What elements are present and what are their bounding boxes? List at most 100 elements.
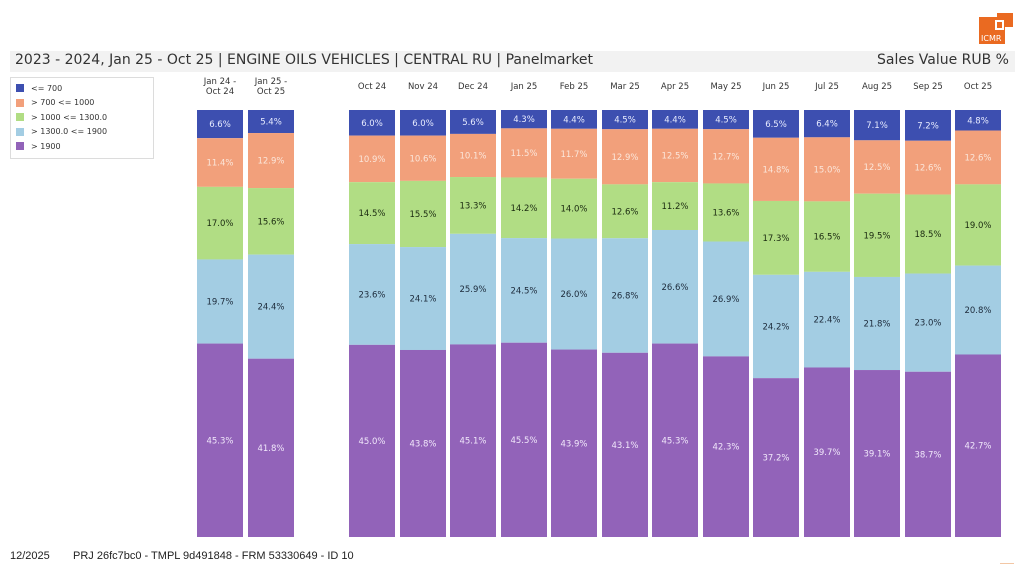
bar-segment — [349, 135, 395, 183]
legend-swatch — [16, 84, 24, 92]
legend-item: > 1000 <= 1300.0 — [16, 111, 107, 123]
bar-segment — [248, 133, 294, 189]
data-label: 4.4% — [664, 115, 686, 125]
bar-segment — [349, 110, 395, 136]
bar-segment — [551, 178, 597, 239]
bar-segment — [501, 128, 547, 178]
data-label: 23.0% — [914, 319, 941, 329]
data-label: 12.6% — [914, 164, 941, 174]
bar-segment — [854, 193, 900, 277]
data-label: 15.6% — [257, 217, 284, 227]
bar-segment — [753, 110, 799, 138]
data-label: 12.9% — [611, 153, 638, 163]
legend-swatch — [16, 127, 24, 136]
bar-segment — [804, 137, 850, 202]
bar-segment — [753, 274, 799, 379]
bar-segment — [450, 177, 496, 234]
bar-segment — [703, 241, 749, 357]
x-tick-label: Apr 25 — [661, 82, 689, 92]
legend-label: > 1300.0 <= 1900 — [31, 127, 108, 136]
data-label: 18.5% — [914, 230, 941, 240]
bar-segment — [551, 238, 597, 350]
bar-segment — [551, 110, 597, 129]
data-label: 43.8% — [409, 439, 436, 449]
data-label: 24.1% — [409, 295, 436, 305]
bar-segment — [197, 186, 243, 260]
bar-segment — [400, 135, 446, 181]
bar-segment — [602, 184, 648, 239]
data-label: 17.0% — [206, 219, 233, 229]
bar-segment — [501, 238, 547, 343]
data-label: 12.9% — [257, 157, 284, 167]
bar-segment — [652, 343, 698, 537]
bar-segment — [703, 129, 749, 184]
bar-segment — [602, 352, 648, 537]
legend-label: > 700 <= 1000 — [31, 98, 95, 107]
title-bar: 2023 - 2024, Jan 25 - Oct 25 | ENGINE OI… — [10, 51, 1015, 72]
bar-segment — [804, 201, 850, 272]
bar-segment — [703, 110, 749, 130]
bar-segment — [955, 354, 1001, 537]
footer-mark — [1000, 563, 1014, 564]
bar-segment — [400, 247, 446, 350]
data-label: 24.5% — [510, 286, 537, 296]
measure-label: Sales Value RUB % — [877, 52, 1009, 68]
bar-segment — [753, 200, 799, 275]
bar-segment — [602, 129, 648, 185]
data-label: 11.5% — [510, 149, 537, 159]
bar-segment — [804, 110, 850, 138]
bar-segment — [450, 344, 496, 537]
data-label: 15.5% — [409, 210, 436, 220]
x-tick-label: Jul 25 — [814, 82, 839, 92]
bar-segment — [400, 349, 446, 537]
x-tick-label: Aug 25 — [862, 82, 892, 92]
bar-segment — [400, 180, 446, 248]
data-label: 11.7% — [560, 150, 587, 160]
data-label: 6.5% — [765, 120, 787, 130]
bar-segment — [501, 342, 547, 537]
bar-segment — [804, 367, 850, 537]
data-label: 38.7% — [914, 450, 941, 460]
data-label: 26.8% — [611, 292, 638, 302]
bar-segment — [854, 276, 900, 371]
bar-segment — [652, 110, 698, 129]
bar-segment — [349, 344, 395, 537]
x-tick-label: Oct 25 — [964, 82, 992, 92]
data-label: 24.2% — [762, 322, 789, 332]
icmr-logo: ICMR — [979, 13, 1013, 44]
bar-segment — [400, 110, 446, 136]
data-label: 42.3% — [712, 443, 739, 453]
bar-segment — [905, 273, 951, 372]
legend-label: <= 700 — [31, 83, 63, 93]
bar-segment — [652, 229, 698, 344]
bar-segment — [955, 130, 1001, 185]
data-label: 13.6% — [712, 208, 739, 218]
data-label: 14.0% — [560, 205, 587, 215]
data-label: 39.1% — [863, 450, 890, 460]
bar-segment — [955, 110, 1001, 131]
bar-segment — [652, 128, 698, 183]
bar-segment — [854, 110, 900, 141]
data-label: 45.3% — [206, 436, 233, 446]
data-label: 19.0% — [964, 221, 991, 231]
bar-segment — [854, 370, 900, 537]
data-label: 25.9% — [459, 285, 486, 295]
data-label: 14.2% — [510, 204, 537, 214]
x-tick-label: Jan 25 -Oct 25 — [254, 77, 287, 97]
bar-segment — [854, 140, 900, 194]
data-label: 41.8% — [257, 444, 284, 454]
data-label: 24.4% — [257, 303, 284, 313]
data-label: 43.1% — [611, 441, 638, 451]
x-tick-label: Oct 24 — [358, 82, 386, 92]
data-label: 6.0% — [361, 119, 383, 129]
bar-segment — [753, 137, 799, 201]
data-label: 45.1% — [459, 437, 486, 447]
bar-segment — [349, 182, 395, 245]
bar-segment — [905, 371, 951, 537]
data-label: 22.4% — [813, 316, 840, 326]
legend-swatch — [16, 98, 24, 107]
data-label: 10.9% — [358, 155, 385, 165]
legend-label: > 1000 <= 1300.0 — [31, 112, 108, 122]
legend-item: > 1300.0 <= 1900 — [16, 126, 107, 138]
bar-segment — [905, 194, 951, 274]
